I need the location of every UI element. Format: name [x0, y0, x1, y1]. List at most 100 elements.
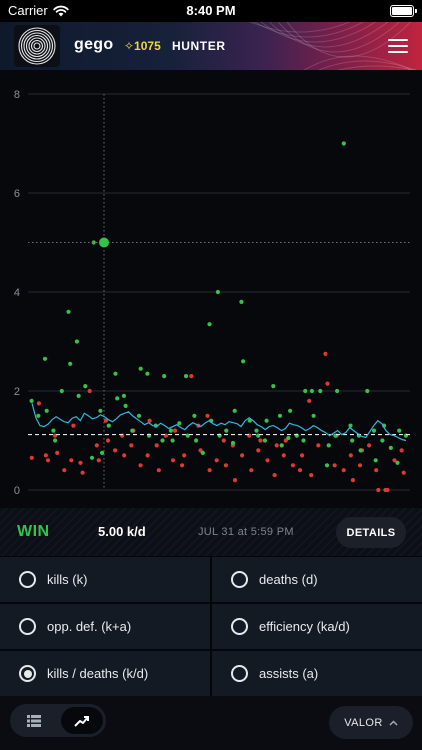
details-button[interactable]: DETAILS	[336, 517, 406, 548]
radio-icon[interactable]	[231, 618, 248, 635]
trend-chart-icon	[74, 715, 89, 727]
radio-selected-icon[interactable]	[19, 665, 36, 682]
carrier-label: Carrier	[8, 3, 48, 18]
win-point	[380, 438, 385, 443]
mode-select-button[interactable]: VALOR	[329, 706, 413, 739]
option-assists[interactable]: assists (a)	[212, 651, 422, 696]
loss-point	[300, 453, 305, 458]
win-point	[160, 438, 165, 443]
loss-point	[309, 473, 314, 478]
loss-point	[122, 453, 127, 458]
loss-point	[96, 458, 101, 463]
loss-point	[80, 470, 85, 475]
loss-point	[43, 453, 49, 458]
win-point	[98, 408, 103, 413]
win-point	[74, 339, 79, 344]
loss-point	[29, 455, 34, 460]
loss-point	[376, 487, 381, 493]
loss-point	[357, 463, 363, 468]
radio-icon[interactable]	[231, 665, 248, 682]
kd-chart[interactable]: 0 2 4 6 8	[0, 70, 422, 508]
win-point	[121, 393, 126, 398]
win-point	[318, 388, 323, 394]
win-point	[83, 384, 88, 389]
profile-header: gego ✧1075 HUNTER	[0, 22, 422, 70]
loss-point	[45, 458, 51, 463]
radio-icon[interactable]	[231, 571, 248, 588]
win-point	[145, 371, 150, 376]
win-point	[162, 374, 167, 379]
chart-canvas[interactable]: 0 2 4 6 8	[0, 70, 422, 508]
status-bar: Carrier 8:40 PM	[0, 0, 422, 22]
y-tick-label: 4	[14, 287, 20, 299]
loss-point	[283, 438, 288, 443]
option-label: opp. def. (k+a)	[47, 619, 132, 634]
loss-point	[105, 438, 111, 443]
win-point	[185, 433, 190, 438]
win-point	[53, 438, 58, 443]
loss-point	[205, 413, 210, 418]
win-point	[326, 443, 331, 448]
list-view-button[interactable]	[13, 707, 55, 734]
loss-point	[36, 401, 42, 406]
win-point	[183, 374, 189, 379]
win-point	[350, 438, 355, 443]
win-point	[341, 141, 346, 146]
power-level: ✧1075	[124, 39, 161, 53]
match-timestamp: JUL 31 at 5:59 PM	[198, 526, 294, 538]
win-point	[365, 388, 370, 394]
wifi-icon	[53, 5, 69, 16]
option-deaths[interactable]: deaths (d)	[212, 557, 422, 602]
loss-point	[367, 443, 372, 448]
loss-point	[94, 443, 99, 448]
battery-icon	[390, 5, 417, 17]
option-kills[interactable]: kills (k)	[0, 557, 210, 602]
win-point	[358, 448, 363, 453]
character-class: HUNTER	[172, 39, 226, 53]
loss-point	[350, 478, 355, 483]
loss-point	[129, 443, 134, 448]
selected-match-summary: WIN 5.00 k/d JUL 31 at 5:59 PM DETAILS	[0, 508, 422, 556]
win-point	[241, 359, 246, 364]
option-label: deaths (d)	[259, 572, 318, 587]
radio-icon[interactable]	[19, 571, 36, 588]
win-point	[44, 408, 49, 413]
loss-point	[401, 470, 406, 475]
win-point	[76, 393, 81, 398]
chevron-up-icon	[389, 720, 398, 725]
loss-point	[78, 460, 83, 465]
option-label: assists (a)	[259, 666, 319, 681]
win-point	[324, 463, 330, 468]
mode-label: VALOR	[344, 716, 383, 729]
header-pattern	[249, 22, 417, 70]
radio-icon[interactable]	[19, 618, 36, 635]
win-point	[397, 428, 402, 433]
loss-point	[399, 448, 404, 453]
loss-point	[258, 438, 263, 443]
win-point	[271, 384, 276, 389]
win-point	[115, 396, 120, 401]
loss-point	[341, 468, 346, 473]
loss-point	[138, 463, 143, 468]
emblem-icon[interactable]	[14, 25, 60, 67]
status-left: Carrier	[8, 3, 69, 18]
loss-point	[182, 453, 187, 458]
win-point	[309, 388, 314, 394]
loss-point	[265, 458, 270, 463]
win-point	[215, 289, 220, 295]
loss-point	[145, 453, 150, 458]
option-label: kills / deaths (k/d)	[47, 666, 149, 681]
win-point	[194, 438, 199, 443]
win-point	[277, 413, 283, 418]
option-kills-deaths[interactable]: kills / deaths (k/d)	[0, 651, 210, 696]
menu-icon[interactable]	[388, 36, 408, 56]
win-point	[91, 240, 96, 245]
win-point	[89, 455, 95, 460]
chart-view-button[interactable]	[61, 707, 103, 734]
loss-point	[62, 468, 67, 473]
win-point	[177, 421, 182, 426]
option-efficiency[interactable]: efficiency (ka/d)	[212, 604, 422, 649]
loss-point	[240, 453, 245, 458]
win-point	[264, 418, 269, 423]
option-opponents-defeated[interactable]: opp. def. (k+a)	[0, 604, 210, 649]
